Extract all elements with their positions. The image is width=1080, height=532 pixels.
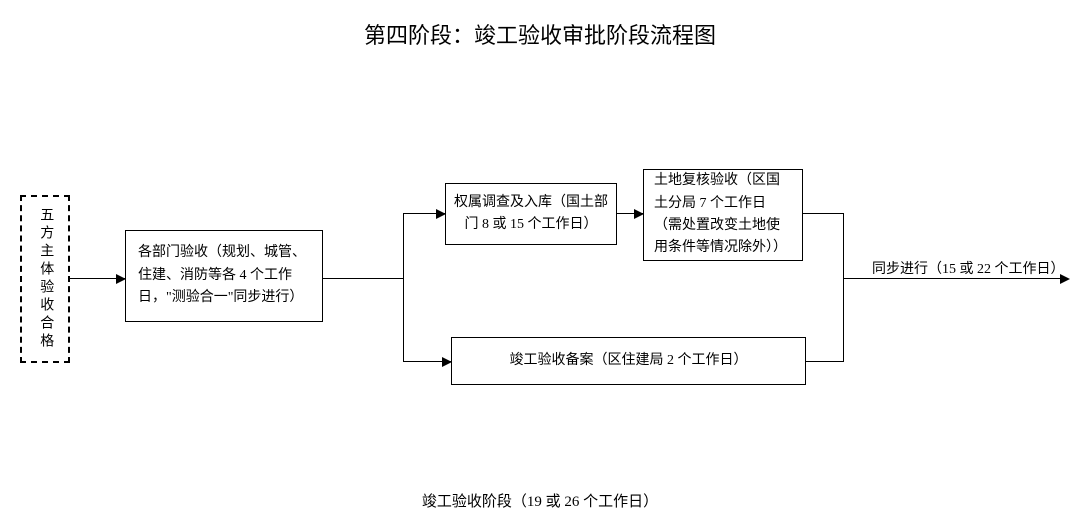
node-n3-label: 权属调查及入库（国土部门 8 或 15 个工作日） (454, 192, 608, 237)
edge-e2-main (323, 278, 403, 279)
node-n2: 各部门验收（规划、城管、住建、消防等各 4 个工作日，"测验合一"同步进行） (125, 230, 323, 322)
edge-e2-v (403, 213, 404, 361)
edge-e1-arrow (116, 274, 126, 284)
node-n5-label: 竣工验收备案（区住建局 2 个工作日） (510, 350, 748, 372)
edge-e2-bot-arrow (442, 357, 452, 367)
edge-e4-top (803, 213, 843, 214)
node-n4-label: 土地复核验收（区国土分局 7 个工作日（需处置改变土地使用条件等情况除外）） (654, 170, 792, 260)
node-n3: 权属调查及入库（国土部门 8 或 15 个工作日） (445, 183, 617, 245)
edge-e2-top-arrow (436, 209, 446, 219)
edge-e5 (843, 278, 1068, 279)
end-label: 同步进行（15 或 22 个工作日） (872, 258, 1065, 278)
node-n1: 五方主体验收合格 (20, 195, 70, 363)
diagram-title: 第四阶段：竣工验收审批阶段流程图 (0, 18, 1080, 50)
edge-e3-arrow (634, 209, 644, 219)
node-n4: 土地复核验收（区国土分局 7 个工作日（需处置改变土地使用条件等情况除外）） (643, 169, 803, 261)
node-n5: 竣工验收备案（区住建局 2 个工作日） (451, 337, 806, 385)
diagram-caption: 竣工验收阶段（19 或 26 个工作日） (0, 490, 1080, 511)
node-n2-label: 各部门验收（规划、城管、住建、消防等各 4 个工作日，"测验合一"同步进行） (138, 242, 310, 309)
edge-e4-bot (806, 361, 843, 362)
edge-e4-v (843, 213, 844, 362)
node-n1-label: 五方主体验收合格 (34, 207, 56, 351)
